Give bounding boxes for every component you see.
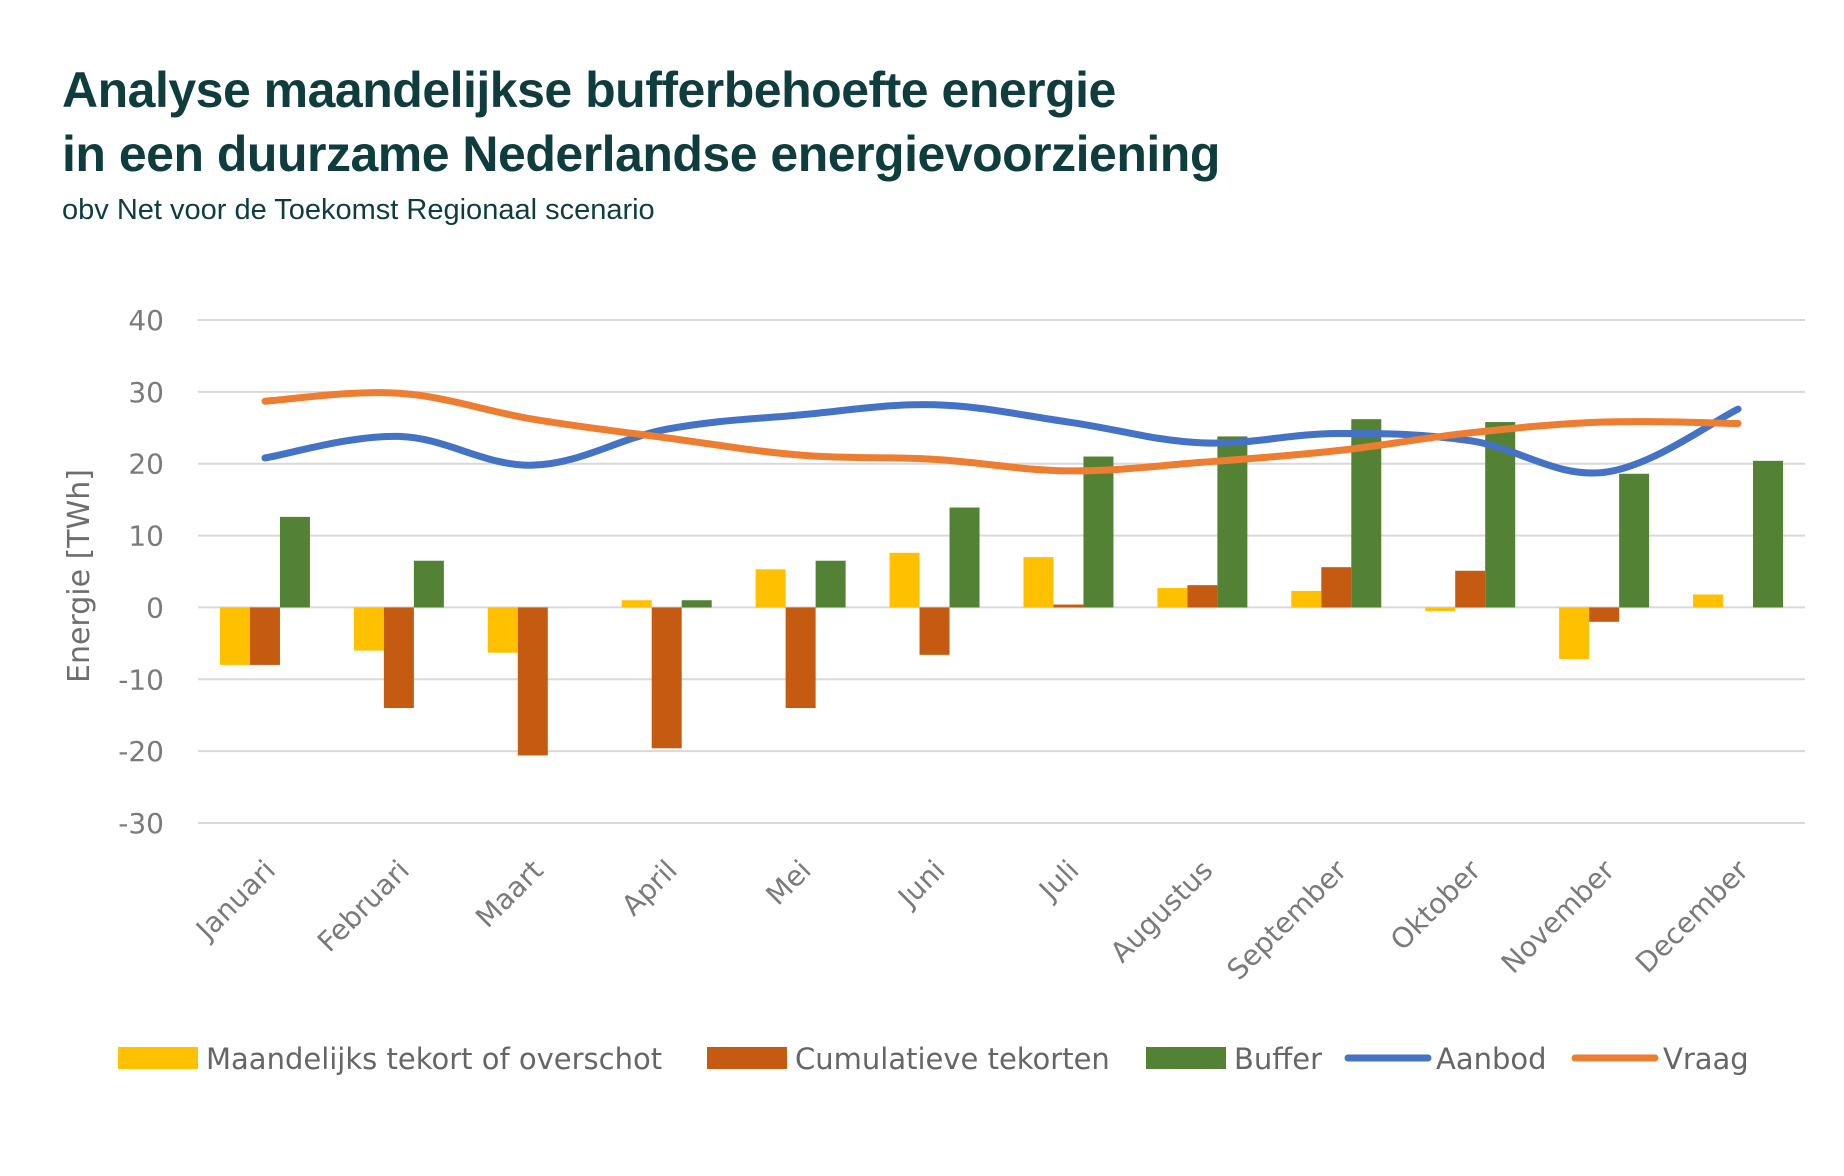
x-category-label: December: [1629, 853, 1755, 979]
x-category-label: Mei: [759, 854, 817, 912]
legend-swatch: [118, 1047, 198, 1069]
bar-cumulatieve-tekorten: [517, 607, 548, 756]
line-aanbod: [261, 401, 1742, 477]
bar-buffer: [681, 600, 712, 608]
bar-maandelijks-tekort-of-overschot: [755, 569, 786, 608]
x-category-label: Februari: [311, 854, 416, 959]
bar-maandelijks-tekort-of-overschot: [353, 607, 384, 651]
x-category-label: April: [615, 854, 684, 923]
bar-buffer: [279, 516, 310, 608]
line-vraag: [261, 389, 1742, 475]
bar-maandelijks-tekort-of-overschot: [1559, 607, 1590, 660]
bar-cumulatieve-tekorten: [919, 607, 950, 655]
x-category-label: Juli: [1031, 854, 1085, 908]
y-tick-label: -10: [118, 663, 164, 696]
title-block: Analyse maandelijkse bufferbehoefte ener…: [62, 58, 1220, 227]
x-category-label: Maart: [469, 854, 550, 935]
x-category-label: Oktober: [1384, 853, 1487, 956]
bar-cumulatieve-tekorten: [249, 607, 280, 665]
bar-cumulatieve-tekorten: [651, 607, 682, 749]
bar-cumulatieve-tekorten: [383, 607, 414, 709]
x-category-label: September: [1220, 853, 1353, 986]
x-category-label: Augustus: [1104, 854, 1219, 969]
bar-maandelijks-tekort-of-overschot: [1693, 594, 1724, 608]
bar-cumulatieve-tekorten: [1187, 585, 1218, 608]
bar-maandelijks-tekort-of-overschot: [889, 552, 920, 608]
bar-maandelijks-tekort-of-overschot: [621, 600, 652, 608]
legend-label: Vraag: [1663, 1042, 1749, 1076]
bar-cumulatieve-tekorten: [1321, 567, 1352, 608]
bar-cumulatieve-tekorten: [785, 607, 816, 709]
bar-cumulatieve-tekorten: [1053, 604, 1084, 608]
legend-label: Maandelijks tekort of overschot: [206, 1042, 662, 1076]
x-category-label: Januari: [188, 854, 282, 948]
bar-maandelijks-tekort-of-overschot: [1425, 607, 1456, 612]
bar-buffer: [1619, 473, 1650, 608]
y-tick-label: -20: [118, 735, 164, 768]
legend-label: Aanbod: [1436, 1042, 1547, 1076]
legend: Maandelijks tekort of overschot Cumulatie…: [118, 1042, 1749, 1076]
legend-swatch: [707, 1047, 787, 1069]
chart-title-line-2: in een duurzame Nederlandse energievoorz…: [62, 126, 1220, 182]
chart-subtitle: obv Net voor de Toekomst Regionaal scena…: [62, 194, 655, 226]
legend-swatch: [1146, 1047, 1226, 1069]
bars: [219, 419, 1784, 756]
bar-buffer: [1217, 436, 1248, 608]
bar-buffer: [1083, 456, 1114, 608]
gridlines: [198, 319, 1805, 824]
bar-maandelijks-tekort-of-overschot: [1291, 590, 1322, 608]
bar-maandelijks-tekort-of-overschot: [487, 607, 518, 653]
bar-buffer: [413, 560, 444, 608]
bar-buffer: [815, 560, 846, 608]
x-axis-categories: Januari Februari Maart April Mei Juni Juli Augu…: [188, 853, 1755, 986]
bar-maandelijks-tekort-of-overschot: [1157, 588, 1188, 608]
y-tick-label: 30: [128, 376, 164, 409]
y-tick-label: -30: [118, 807, 164, 840]
legend-label: Buffer: [1234, 1042, 1322, 1076]
y-tick-label: 0: [146, 591, 164, 624]
y-tick-label: 40: [128, 304, 164, 337]
bar-buffer: [949, 507, 980, 608]
lines: [261, 389, 1742, 477]
bar-cumulatieve-tekorten: [1589, 607, 1620, 622]
y-tick-label: 20: [128, 448, 164, 481]
y-axis-title: Energie [TWh]: [62, 469, 97, 683]
bar-cumulatieve-tekorten: [1455, 570, 1486, 608]
y-axis-ticks: 40 30 20 10 0 -10 -20 -30: [118, 304, 164, 840]
legend-label: Cumulatieve tekorten: [795, 1042, 1110, 1076]
bar-maandelijks-tekort-of-overschot: [1023, 557, 1054, 608]
x-category-label: November: [1495, 853, 1622, 980]
bar-maandelijks-tekort-of-overschot: [219, 607, 250, 665]
y-tick-label: 10: [128, 520, 164, 553]
x-category-label: Juni: [890, 854, 951, 915]
bar-buffer: [1753, 460, 1784, 608]
chart-title-line-1: Analyse maandelijkse bufferbehoefte ener…: [62, 62, 1116, 118]
